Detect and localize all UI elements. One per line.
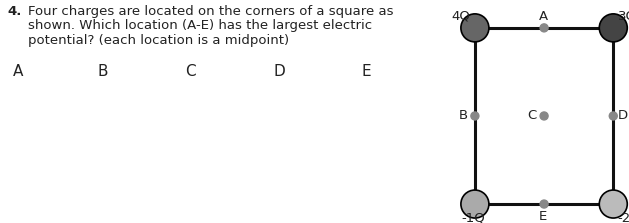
Text: 3Q: 3Q <box>618 9 629 22</box>
Text: Four charges are located on the corners of a square as: Four charges are located on the corners … <box>28 5 394 18</box>
Text: D: D <box>274 64 286 80</box>
Ellipse shape <box>540 24 548 32</box>
Text: E: E <box>362 64 371 80</box>
Ellipse shape <box>540 112 548 120</box>
Ellipse shape <box>461 14 489 42</box>
Text: potential? (each location is a midpoint): potential? (each location is a midpoint) <box>28 34 289 47</box>
Text: B: B <box>97 64 108 80</box>
Text: D: D <box>618 109 628 122</box>
Ellipse shape <box>540 200 548 208</box>
Text: A: A <box>538 10 548 23</box>
Text: -1Q: -1Q <box>461 212 485 223</box>
Text: A: A <box>13 64 23 80</box>
Ellipse shape <box>461 190 489 218</box>
Ellipse shape <box>610 112 617 120</box>
Ellipse shape <box>599 190 627 218</box>
Text: shown. Which location (A-E) has the largest electric: shown. Which location (A-E) has the larg… <box>28 19 372 33</box>
Text: -2Q: -2Q <box>618 212 629 223</box>
Ellipse shape <box>599 14 627 42</box>
Text: B: B <box>459 109 467 122</box>
Text: C: C <box>528 109 537 122</box>
Text: C: C <box>186 64 196 80</box>
Ellipse shape <box>471 112 479 120</box>
Text: 4Q: 4Q <box>452 9 470 22</box>
Text: 4.: 4. <box>7 5 21 18</box>
Text: E: E <box>539 210 547 223</box>
